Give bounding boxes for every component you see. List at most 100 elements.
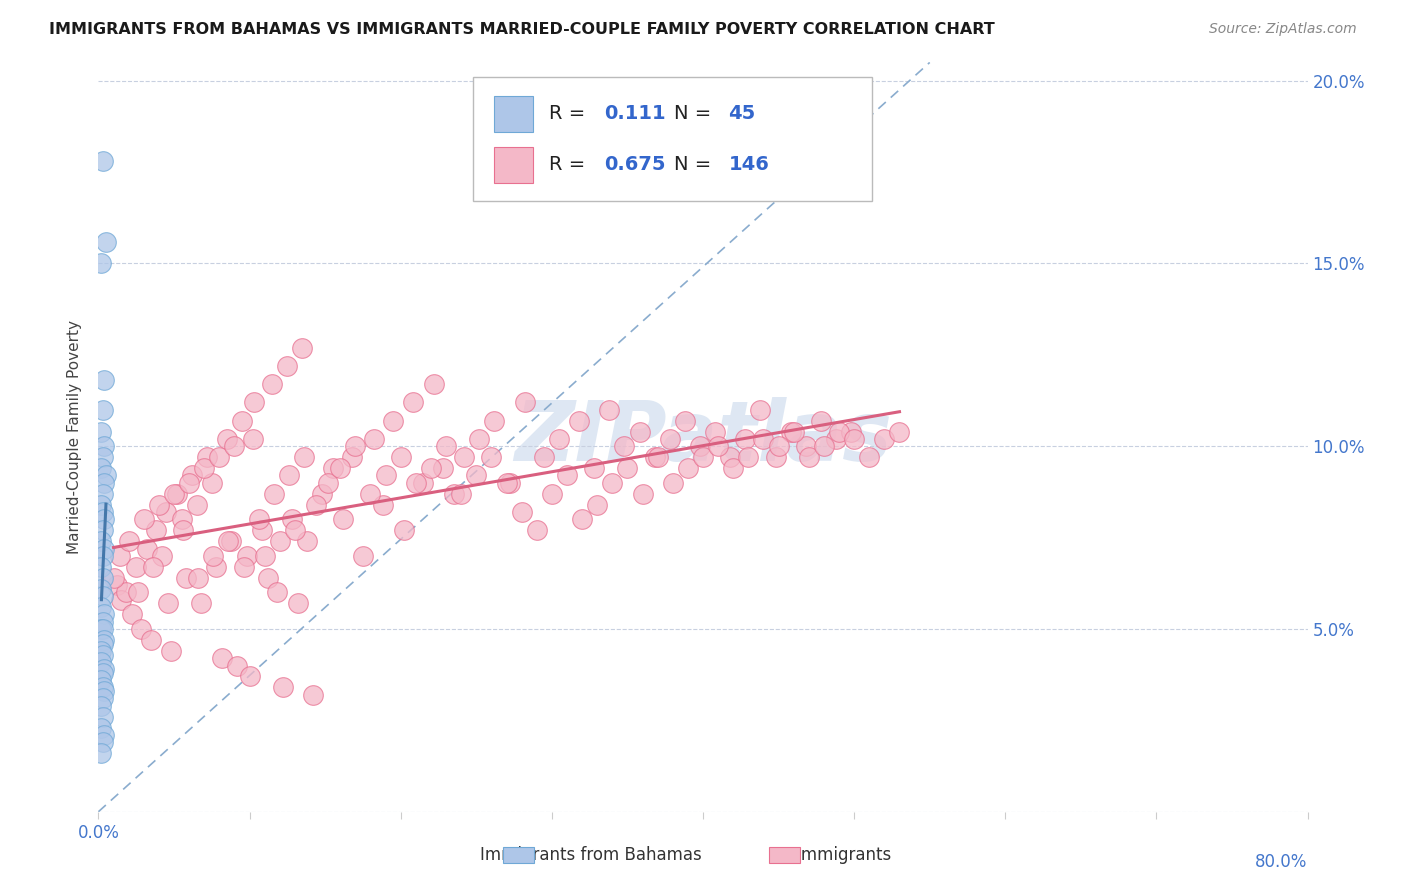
Point (235, 549, 257, 563)
Point (166, 487, 188, 501)
Point (468, 432, 491, 446)
Point (250, 523, 273, 537)
Point (287, 596, 309, 610)
Point (91, 691, 114, 706)
Point (94, 235, 117, 249)
Point (93, 662, 115, 676)
Point (93, 684, 115, 698)
Point (873, 432, 896, 446)
FancyBboxPatch shape (474, 78, 872, 201)
Point (148, 498, 170, 512)
Point (737, 450, 759, 465)
Point (342, 450, 364, 465)
Point (586, 498, 609, 512)
Point (344, 439, 367, 453)
Point (533, 450, 555, 465)
Point (90, 559, 112, 574)
Point (450, 487, 472, 501)
Point (125, 559, 148, 574)
Point (155, 505, 177, 519)
Point (91, 622, 114, 636)
Point (658, 432, 681, 446)
Text: 0.111: 0.111 (603, 104, 665, 123)
Point (540, 487, 562, 501)
Point (91, 709, 114, 723)
Point (193, 461, 215, 475)
Point (215, 432, 238, 446)
Point (332, 512, 354, 526)
Point (548, 432, 571, 446)
Point (434, 439, 457, 453)
Point (91, 681, 114, 695)
Text: 0.675: 0.675 (603, 155, 665, 174)
Point (91, 571, 114, 585)
Point (432, 461, 454, 475)
Point (93, 632, 115, 647)
Point (360, 487, 382, 501)
Point (94, 468, 117, 483)
Point (271, 681, 294, 695)
Point (825, 432, 848, 446)
Point (689, 439, 711, 453)
Point (190, 596, 212, 610)
Point (93, 439, 115, 453)
Point (858, 450, 880, 465)
Point (224, 439, 246, 453)
Point (692, 450, 714, 465)
Point (201, 475, 224, 490)
Point (571, 512, 593, 526)
Point (513, 395, 536, 409)
Point (465, 468, 488, 483)
Point (110, 592, 132, 607)
Point (329, 461, 352, 475)
Point (121, 607, 143, 622)
Point (172, 523, 194, 537)
Point (141, 632, 163, 647)
Point (276, 359, 298, 373)
Point (256, 571, 278, 585)
Point (150, 549, 173, 563)
Point (91, 665, 114, 680)
Point (247, 512, 270, 526)
Point (232, 559, 254, 574)
Point (90, 673, 112, 687)
Point (105, 578, 128, 592)
Text: Immigrants: Immigrants (796, 846, 891, 863)
Point (481, 450, 503, 465)
Point (93, 541, 115, 556)
Point (90, 425, 112, 439)
Point (644, 450, 666, 465)
Point (526, 523, 548, 537)
Text: 45: 45 (728, 104, 755, 123)
Point (374, 468, 396, 483)
Point (91, 402, 114, 417)
Point (90, 582, 112, 596)
Point (707, 439, 730, 453)
Point (239, 669, 262, 683)
Point (132, 512, 155, 526)
Point (90, 721, 112, 735)
Point (405, 475, 427, 490)
Text: R =: R = (550, 104, 592, 123)
Point (142, 559, 165, 574)
FancyBboxPatch shape (494, 95, 533, 132)
Point (118, 534, 141, 549)
Point (392, 523, 415, 537)
Point (284, 523, 307, 537)
Point (145, 523, 167, 537)
Point (263, 487, 285, 501)
Point (91, 154, 114, 169)
Text: N =: N = (673, 155, 717, 174)
Point (226, 658, 249, 673)
Point (352, 549, 374, 563)
Point (90, 256, 112, 270)
Point (163, 487, 186, 501)
Point (322, 461, 344, 475)
Point (231, 414, 253, 428)
Point (813, 439, 835, 453)
Point (613, 439, 636, 453)
Point (91, 450, 114, 465)
Point (90, 534, 112, 549)
Text: 146: 146 (728, 155, 769, 174)
Point (91, 487, 114, 501)
